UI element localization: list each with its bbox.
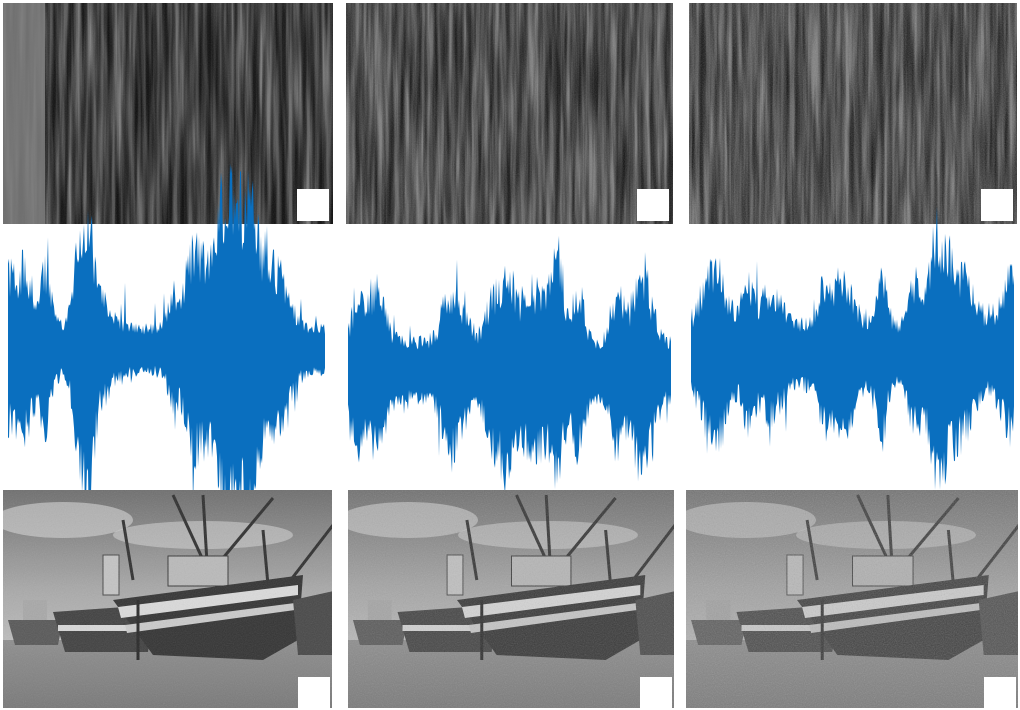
- waveform-core: [691, 336, 1014, 374]
- streak-image: [3, 3, 336, 224]
- corner-box: [640, 677, 672, 708]
- page-body: {} (() => { const svg = document.getEle: [0, 0, 1020, 710]
- haze: [3, 490, 332, 708]
- plain-edge: [3, 3, 45, 224]
- corner-box: [297, 189, 329, 221]
- boat-image: [676, 490, 1020, 710]
- corner-box: [298, 677, 330, 708]
- boat-image: [0, 490, 338, 710]
- corner-box: [981, 189, 1013, 221]
- grain: [346, 3, 673, 224]
- streak-image: [346, 3, 676, 224]
- grain: [689, 3, 1017, 224]
- haze: [686, 490, 1018, 708]
- grain: [3, 3, 333, 224]
- streak-image: [689, 3, 1020, 224]
- waveform-core: [348, 352, 671, 388]
- waveform-core: [8, 336, 325, 364]
- haze: [348, 490, 674, 708]
- corner-box: [637, 189, 669, 221]
- boat-image: [338, 490, 680, 710]
- corner-box: [984, 677, 1016, 708]
- figure: [0, 0, 1020, 710]
- page: Figure html, body { margin: 0; padding: …: [0, 0, 1020, 710]
